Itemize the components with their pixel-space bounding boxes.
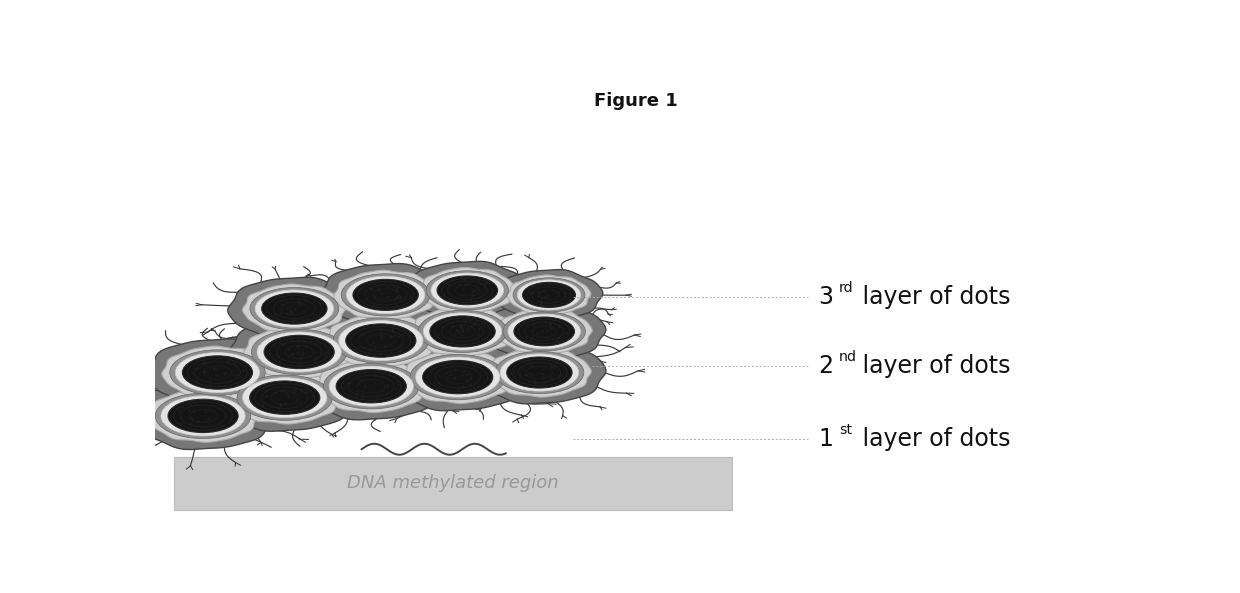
Polygon shape [228, 278, 361, 340]
Text: 1: 1 [818, 427, 833, 451]
Polygon shape [319, 264, 453, 326]
Text: layer of dots: layer of dots [854, 353, 1011, 378]
Circle shape [167, 399, 238, 432]
Circle shape [432, 273, 503, 308]
Circle shape [517, 280, 580, 310]
Polygon shape [229, 371, 341, 424]
Circle shape [423, 313, 502, 350]
Circle shape [346, 324, 415, 357]
Circle shape [427, 271, 508, 310]
Polygon shape [405, 262, 529, 320]
Circle shape [522, 282, 575, 307]
Polygon shape [148, 390, 259, 442]
Circle shape [175, 352, 259, 393]
Circle shape [423, 361, 492, 394]
FancyBboxPatch shape [174, 457, 732, 509]
Circle shape [513, 278, 585, 312]
Text: 2: 2 [818, 353, 833, 378]
Circle shape [418, 310, 507, 353]
Circle shape [336, 369, 407, 403]
Circle shape [500, 354, 579, 391]
Text: nd: nd [839, 349, 857, 364]
Circle shape [430, 316, 495, 347]
Polygon shape [334, 270, 438, 320]
Circle shape [513, 317, 574, 346]
Polygon shape [495, 270, 603, 320]
Circle shape [495, 352, 584, 394]
Text: DNA methylated region: DNA methylated region [347, 474, 559, 492]
Polygon shape [472, 341, 606, 404]
Circle shape [334, 318, 429, 364]
Polygon shape [419, 267, 516, 313]
Polygon shape [146, 339, 289, 406]
Circle shape [264, 335, 335, 369]
Polygon shape [131, 382, 274, 449]
Text: 3: 3 [818, 285, 833, 309]
Polygon shape [161, 346, 273, 399]
Text: st: st [839, 423, 852, 436]
Circle shape [249, 381, 320, 415]
Circle shape [410, 355, 506, 400]
Circle shape [161, 396, 246, 436]
Circle shape [170, 350, 265, 395]
Text: Figure 1: Figure 1 [594, 92, 677, 110]
Polygon shape [243, 326, 355, 378]
Circle shape [353, 279, 418, 310]
Circle shape [250, 288, 339, 330]
Polygon shape [496, 308, 593, 354]
Circle shape [507, 357, 572, 388]
Text: rd: rd [839, 281, 854, 295]
Polygon shape [228, 318, 371, 385]
Polygon shape [396, 300, 529, 363]
Circle shape [415, 357, 500, 397]
Polygon shape [242, 284, 346, 333]
Text: layer of dots: layer of dots [854, 427, 1011, 451]
Circle shape [255, 290, 334, 327]
Polygon shape [386, 343, 529, 411]
Polygon shape [487, 348, 591, 397]
Polygon shape [213, 364, 356, 431]
Text: layer of dots: layer of dots [854, 285, 1011, 309]
Polygon shape [482, 302, 606, 361]
Polygon shape [315, 360, 427, 413]
Circle shape [346, 276, 425, 314]
Circle shape [252, 329, 347, 375]
Circle shape [262, 293, 327, 324]
Polygon shape [402, 350, 513, 404]
Polygon shape [410, 307, 515, 356]
Circle shape [243, 378, 327, 417]
Circle shape [324, 364, 419, 409]
Polygon shape [325, 314, 436, 367]
Circle shape [182, 356, 253, 389]
Circle shape [341, 274, 430, 316]
Polygon shape [309, 307, 453, 374]
Circle shape [237, 375, 332, 420]
Circle shape [508, 314, 580, 349]
Circle shape [329, 366, 413, 406]
Polygon shape [507, 275, 591, 315]
Circle shape [436, 276, 497, 305]
Polygon shape [300, 353, 443, 420]
Circle shape [339, 321, 423, 361]
Circle shape [257, 332, 341, 372]
Circle shape [155, 393, 250, 439]
Circle shape [503, 312, 585, 351]
